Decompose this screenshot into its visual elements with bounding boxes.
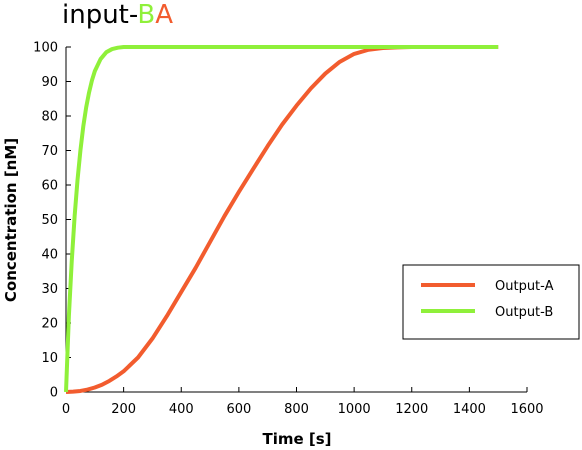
y-tick-label: 30 bbox=[41, 282, 58, 297]
legend: Output-A Output-B bbox=[402, 264, 580, 340]
legend-label: Output-A bbox=[495, 279, 554, 294]
y-tick-label: 40 bbox=[41, 248, 58, 263]
y-tick-label: 10 bbox=[41, 351, 58, 366]
y-axis-label: Concentration [nM] bbox=[2, 138, 20, 302]
x-tick-label: 600 bbox=[226, 402, 251, 417]
x-tick-label: 1200 bbox=[395, 402, 428, 417]
title-part-a: A bbox=[155, 0, 173, 30]
y-tick-label: 90 bbox=[41, 75, 58, 90]
title-part-b: B bbox=[137, 0, 156, 30]
x-tick-label: 800 bbox=[284, 402, 309, 417]
series-layer bbox=[64, 45, 499, 394]
title-prefix: input- bbox=[62, 0, 138, 30]
y-tick-label: 60 bbox=[41, 179, 58, 194]
legend-label: Output-B bbox=[495, 305, 553, 320]
x-tick-label: 0 bbox=[62, 402, 70, 417]
x-tick-label: 200 bbox=[111, 402, 136, 417]
x-tick-label: 1400 bbox=[453, 402, 486, 417]
y-tick-label: 20 bbox=[41, 317, 58, 332]
x-tick-label: 1600 bbox=[510, 402, 543, 417]
y-tick-label: 80 bbox=[41, 110, 58, 125]
axes: 0 200 400 600 800 1000 1200 1400 1600 0 10 20 30 40 50… bbox=[33, 41, 543, 418]
series-line-output-b bbox=[64, 45, 499, 393]
x-tick-label: 400 bbox=[169, 402, 194, 417]
y-tick-label: 100 bbox=[33, 41, 58, 56]
y-tick-label: 0 bbox=[50, 386, 58, 401]
x-axis-label: Time [s] bbox=[262, 430, 331, 448]
series-line-output-a bbox=[65, 45, 499, 394]
legend-box bbox=[402, 264, 580, 340]
y-tick-label: 50 bbox=[41, 213, 58, 228]
y-tick-label: 70 bbox=[41, 144, 58, 159]
chart-title: input-BA bbox=[62, 0, 173, 30]
x-tick-label: 1000 bbox=[338, 402, 371, 417]
